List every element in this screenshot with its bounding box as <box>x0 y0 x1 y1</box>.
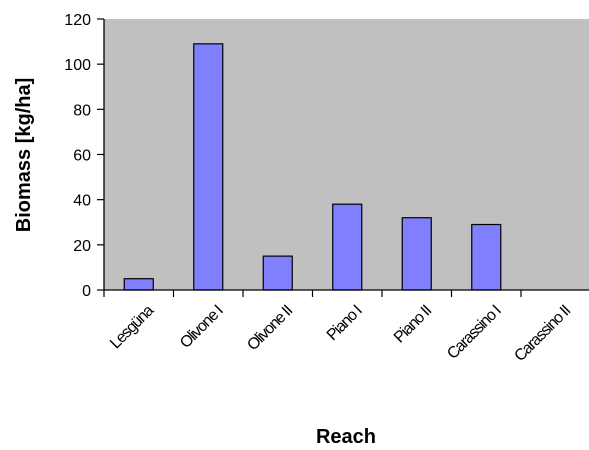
x-axis-ticks: Lesgüna Olivone I Olivone II Piano I Piano I… <box>103 290 574 365</box>
bar-5 <box>471 223 502 291</box>
bar-series <box>123 43 502 291</box>
y-tick-label: 60 <box>73 148 91 165</box>
bar-3 <box>332 203 363 291</box>
x-tick-label: Lesgüna <box>107 302 157 352</box>
y-tick-label: 40 <box>73 193 91 210</box>
y-axis-title: Biomass [kg/ha] <box>13 78 35 232</box>
bar-2 <box>262 255 293 291</box>
x-tick-label: Olivone I <box>177 303 226 352</box>
bar-1 <box>193 43 224 291</box>
bar-4 <box>401 217 432 291</box>
y-tick-label: 120 <box>64 12 91 29</box>
x-axis-title: Reach <box>316 426 376 448</box>
x-tick-label: Carassino I <box>444 303 504 363</box>
x-tick-label: Piano I <box>324 303 365 344</box>
y-tick-label: 20 <box>73 238 91 255</box>
y-tick-label: 0 <box>82 283 91 300</box>
x-tick-label: Olivone II <box>244 303 295 354</box>
x-tick-label: Piano II <box>391 303 435 347</box>
y-axis-ticks: 0 20 40 60 80 100 120 <box>64 12 104 300</box>
y-tick-label: 100 <box>64 57 91 74</box>
x-tick-label: Carassino II <box>511 303 573 365</box>
bar-0 <box>123 278 154 291</box>
y-tick-label: 80 <box>73 102 91 119</box>
